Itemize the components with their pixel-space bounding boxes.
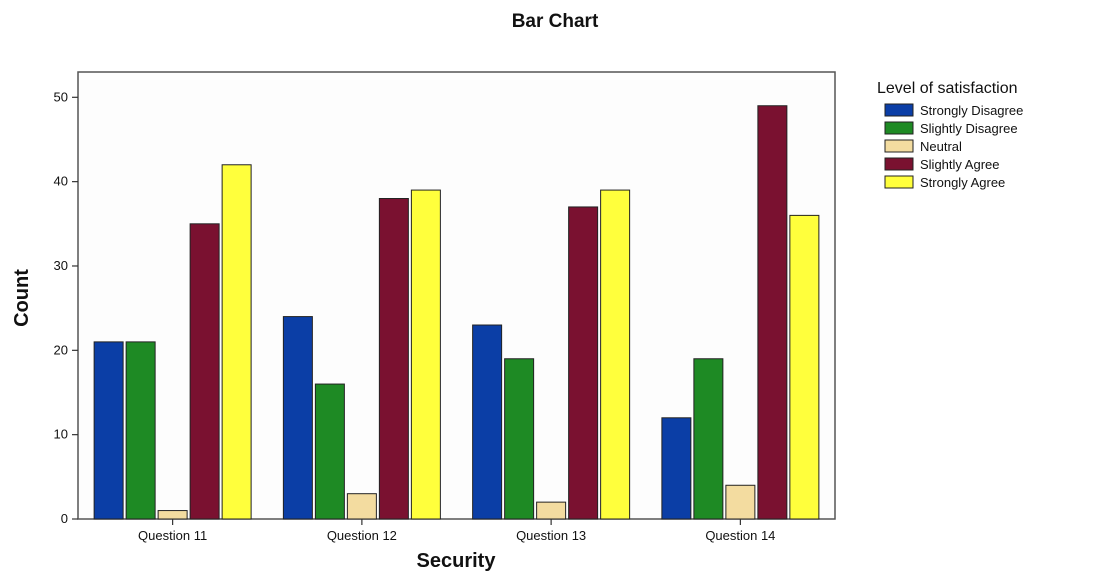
- bar-slightly-disagree: [125, 341, 156, 520]
- bar-slightly-agree: [568, 206, 599, 520]
- legend-swatch: [884, 139, 914, 153]
- bar-slightly-disagree: [693, 358, 724, 520]
- legend: Level of satisfaction Strongly DisagreeS…: [877, 80, 1023, 190]
- bar-slightly-disagree: [314, 383, 345, 520]
- legend-label: Slightly Disagree: [920, 121, 1018, 136]
- legend-swatch: [884, 157, 914, 171]
- bar-strongly-agree: [221, 164, 252, 520]
- chart-title: Bar Chart: [512, 11, 599, 32]
- bar-neutral: [725, 484, 756, 520]
- legend-label: Slightly Agree: [920, 157, 1000, 172]
- x-axis-title: Security: [417, 550, 497, 571]
- y-tick-label: 50: [54, 89, 68, 104]
- legend-item: Neutral: [884, 139, 962, 154]
- y-axis: 0 10 20 30 40 50: [54, 89, 78, 526]
- x-tick-label: Question 13: [516, 528, 586, 543]
- bar-strongly-disagree: [282, 316, 313, 520]
- y-tick-label: 40: [54, 174, 68, 189]
- x-axis: Question 11 Question 12 Question 13 Questio…: [138, 519, 775, 543]
- y-tick-label: 0: [61, 511, 68, 526]
- legend-label: Strongly Disagree: [920, 103, 1023, 118]
- legend-title: Level of satisfaction: [877, 80, 1018, 97]
- legend-swatch: [884, 103, 914, 117]
- legend-items: Strongly Disagree Slightly Disagree Neutra…: [884, 103, 1023, 190]
- bar-neutral: [346, 493, 377, 520]
- bar-slightly-disagree: [504, 358, 535, 520]
- legend-swatch: [884, 175, 914, 189]
- bar-neutral: [157, 510, 188, 520]
- bar-strongly-agree: [410, 189, 441, 520]
- bar-neutral: [536, 501, 567, 520]
- bar-slightly-agree: [378, 198, 409, 520]
- y-axis-title: Count: [11, 269, 33, 327]
- legend-item: Strongly Disagree: [884, 103, 1023, 118]
- x-tick-label: Question 12: [327, 528, 397, 543]
- bar-strongly-disagree: [472, 324, 503, 520]
- bar-strongly-disagree: [93, 341, 124, 520]
- legend-item: Strongly Agree: [884, 175, 1005, 190]
- bar-slightly-agree: [757, 105, 788, 520]
- bar-strongly-agree: [789, 214, 820, 520]
- bars-layer: [93, 105, 820, 520]
- legend-label: Neutral: [920, 139, 962, 154]
- legend-item: Slightly Disagree: [884, 121, 1018, 136]
- y-tick-label: 20: [54, 342, 68, 357]
- x-tick-label: Question 14: [705, 528, 775, 543]
- legend-item: Slightly Agree: [884, 157, 1000, 172]
- y-tick-label: 10: [54, 427, 68, 442]
- bar-strongly-disagree: [661, 417, 692, 520]
- bar-slightly-agree: [189, 223, 220, 520]
- legend-label: Strongly Agree: [920, 175, 1005, 190]
- y-tick-label: 30: [54, 258, 68, 273]
- bar-strongly-agree: [600, 189, 631, 520]
- x-tick-label: Question 11: [138, 528, 207, 543]
- legend-swatch: [884, 121, 914, 135]
